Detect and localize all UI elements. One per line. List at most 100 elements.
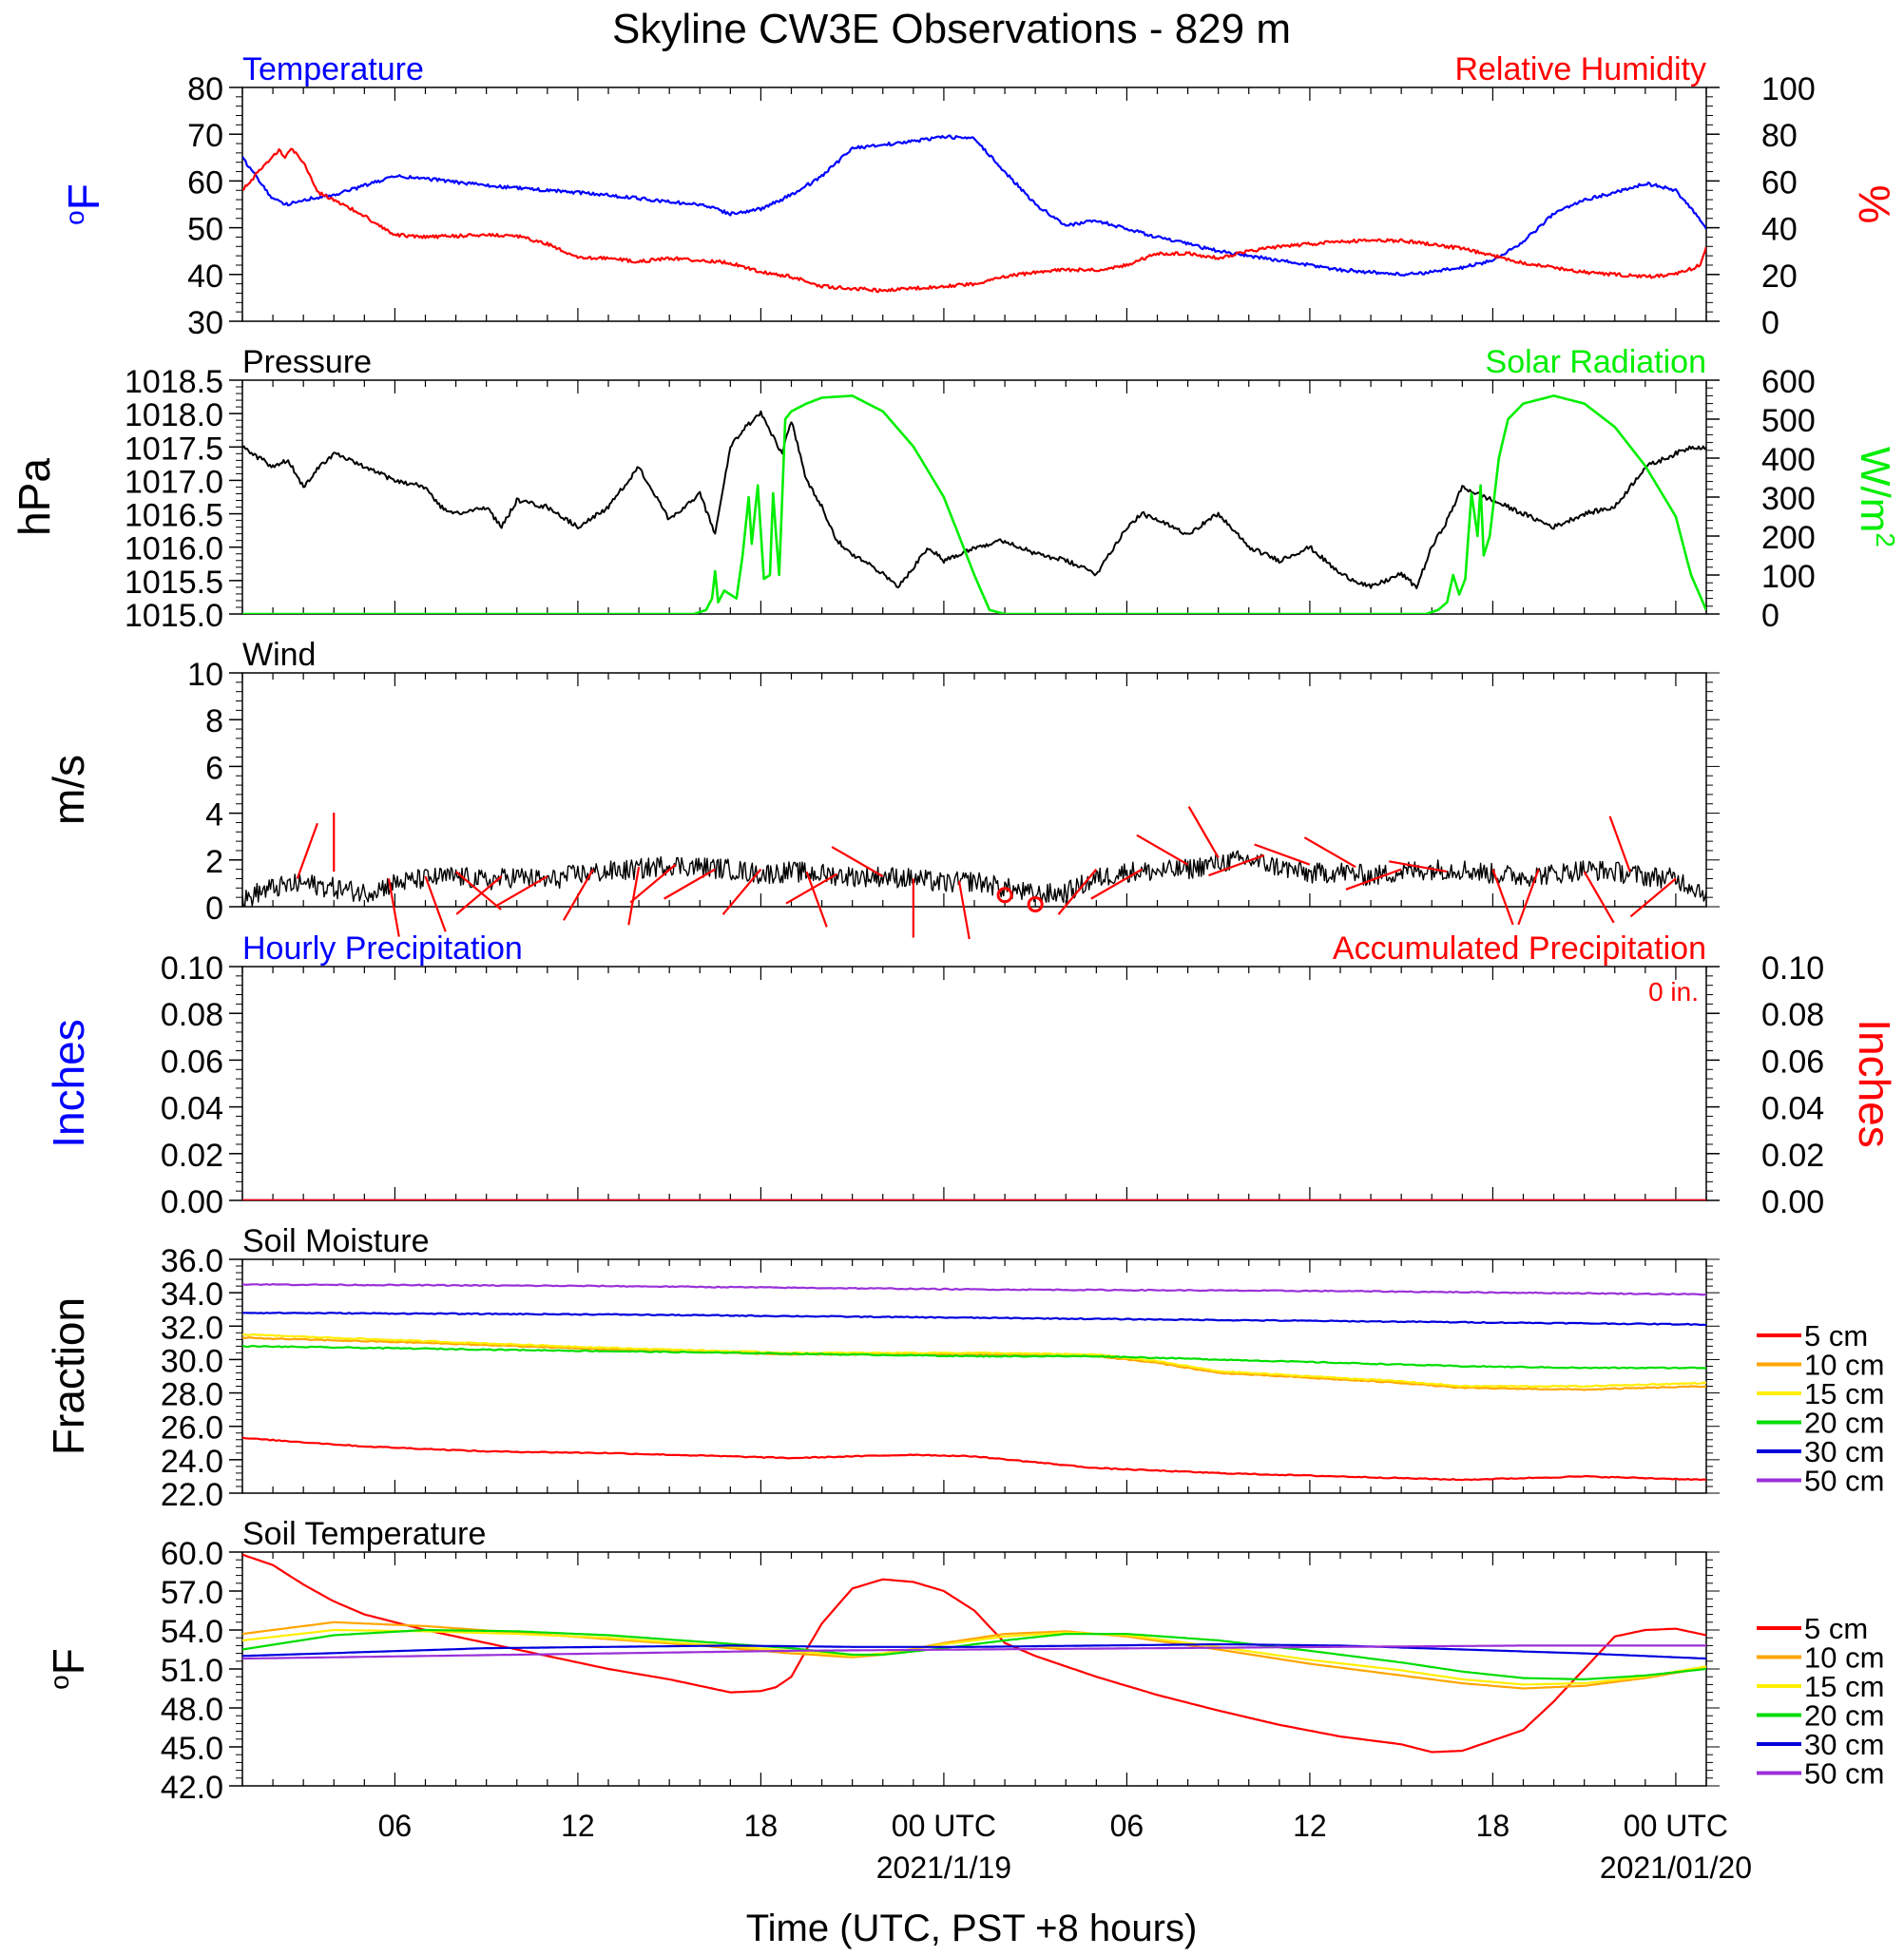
y-tick-label: 54.0 bbox=[161, 1614, 223, 1650]
legend-label-50-cm: 50 cm bbox=[1804, 1465, 1884, 1498]
y-right-tick-label: 600 bbox=[1761, 364, 1816, 400]
wind-barb bbox=[1090, 868, 1144, 900]
plot-frame bbox=[241, 966, 1707, 1201]
y-axis-label-left: Inches bbox=[44, 1019, 93, 1148]
y-tick-label: 30.0 bbox=[161, 1343, 223, 1379]
y-tick-label: 60 bbox=[187, 164, 223, 201]
series-20-cm-line bbox=[242, 1628, 1706, 1680]
x-tick-label: 12 bbox=[1293, 1809, 1327, 1843]
y-right-tick-label: 500 bbox=[1761, 403, 1816, 439]
panel-title-left: Pressure bbox=[242, 344, 372, 380]
panel-soil-moisture: 22.024.026.028.030.032.034.036.0 Soil Moi… bbox=[44, 1223, 1884, 1513]
y-tick-label: 40 bbox=[187, 259, 223, 295]
panel-title-left: Temperature bbox=[242, 51, 424, 87]
y-tick-label: 50 bbox=[187, 212, 223, 248]
series-relative-humidity-line bbox=[242, 147, 1706, 294]
y-tick-label: 6 bbox=[205, 750, 223, 786]
legend-label-10-cm: 10 cm bbox=[1804, 1349, 1884, 1382]
wind-barb bbox=[1608, 815, 1631, 873]
legend-label-5-cm: 5 cm bbox=[1804, 1319, 1868, 1352]
series-group bbox=[242, 394, 1706, 614]
x-tick-label: 18 bbox=[1476, 1809, 1510, 1843]
legend-label-20-cm: 20 cm bbox=[1804, 1699, 1884, 1733]
y-tick-label: 8 bbox=[205, 703, 223, 739]
wind-barb bbox=[1057, 868, 1098, 915]
y-tick-label: 28.0 bbox=[161, 1377, 223, 1413]
y-tick-label: 1015.0 bbox=[125, 598, 223, 634]
legend-label-30-cm: 30 cm bbox=[1804, 1435, 1884, 1468]
series-10-cm-line bbox=[242, 1336, 1706, 1391]
y-axis-label-right: Inches bbox=[1850, 1019, 1899, 1148]
y-right-tick-label: 400 bbox=[1761, 442, 1816, 478]
x-tick-label: 06 bbox=[378, 1809, 413, 1843]
y-tick-label: 10 bbox=[187, 657, 223, 693]
y-tick-label: 0.00 bbox=[161, 1184, 223, 1220]
y-right-tick-label: 20 bbox=[1761, 259, 1798, 295]
panel-title-right: Accumulated Precipitation bbox=[1333, 930, 1706, 967]
series-temperature-line bbox=[242, 134, 1706, 278]
wind-barb bbox=[1187, 806, 1220, 858]
y-tick-label: 57.0 bbox=[161, 1575, 223, 1611]
y-right-tick-label: 0.02 bbox=[1761, 1138, 1824, 1174]
wind-barb bbox=[1303, 836, 1356, 869]
series-group bbox=[242, 850, 1706, 907]
y-tick-label: 2 bbox=[205, 844, 223, 880]
series-30-cm-line bbox=[242, 1642, 1706, 1660]
x-tick-label: 00 UTC bbox=[892, 1809, 996, 1843]
panel-title-left: Wind bbox=[242, 637, 316, 673]
x-date-label: 2021/1/19 bbox=[876, 1851, 1011, 1885]
y-tick-label: 26.0 bbox=[161, 1410, 223, 1447]
y-tick-label: 1018.5 bbox=[125, 364, 223, 400]
series-5-cm-line bbox=[242, 1553, 1706, 1754]
y-tick-label: 42.0 bbox=[161, 1770, 223, 1806]
y-tick-label: 80 bbox=[187, 71, 223, 107]
wind-barb bbox=[1254, 843, 1311, 866]
time-axis: 06 12 18 00 UTC 06 12 18 00 UTC 2021/1/19 2021/01… bbox=[378, 1809, 1752, 1885]
y-tick-label: 1018.0 bbox=[125, 397, 223, 433]
y-tick-label: 24.0 bbox=[161, 1444, 223, 1480]
y-tick-label: 0.08 bbox=[161, 997, 223, 1033]
y-axis-label-right: W/m2 bbox=[1852, 447, 1900, 547]
wind-barb bbox=[1136, 834, 1189, 866]
y-axis-label-right: % bbox=[1850, 185, 1899, 224]
accumulated-precip-value: 0 in. bbox=[1648, 977, 1699, 1007]
plot-frame bbox=[241, 379, 1707, 615]
wind-barb bbox=[563, 869, 594, 921]
y-tick-label: 48.0 bbox=[161, 1692, 223, 1728]
panel-title-right: Relative Humidity bbox=[1454, 51, 1706, 87]
plot-frame bbox=[241, 86, 1707, 322]
wind-barb bbox=[957, 880, 971, 940]
wind-barb bbox=[424, 875, 447, 932]
y-tick-label: 34.0 bbox=[161, 1276, 223, 1313]
y-tick-label: 0.10 bbox=[161, 950, 223, 987]
panel-temperature: 30 40 50 60 70 80 0 20 40 60 80 100 Temperature Relat… bbox=[59, 51, 1899, 341]
wind-barb bbox=[1517, 869, 1540, 926]
y-right-tick-label: 100 bbox=[1761, 71, 1816, 107]
wind-barb bbox=[1629, 877, 1677, 918]
wind-barb bbox=[455, 875, 503, 915]
x-tick-label: 00 UTC bbox=[1624, 1809, 1728, 1843]
y-right-tick-label: 300 bbox=[1761, 481, 1816, 517]
y-right-tick-label: 0.06 bbox=[1761, 1044, 1824, 1080]
y-right-tick-label: 60 bbox=[1761, 164, 1798, 201]
figure-title: Skyline CW3E Observations - 829 m bbox=[612, 6, 1291, 52]
wind-barb bbox=[805, 871, 828, 928]
panel-soil-temperature: 42.045.048.051.054.057.060.0 Soil Tempera… bbox=[44, 1516, 1884, 1806]
panel-title-left: Soil Moisture bbox=[242, 1223, 430, 1259]
x-date-label: 2021/01/20 bbox=[1600, 1851, 1752, 1885]
x-tick-label: 18 bbox=[744, 1809, 779, 1843]
y-tick-label: 1017.0 bbox=[125, 464, 223, 500]
x-tick-label: 12 bbox=[561, 1809, 595, 1843]
wind-barb bbox=[1389, 860, 1448, 873]
legend-label-10-cm: 10 cm bbox=[1804, 1641, 1884, 1675]
legend-label-20-cm: 20 cm bbox=[1804, 1407, 1884, 1440]
y-tick-label: 70 bbox=[187, 118, 223, 154]
y-right-tick-label: 0.00 bbox=[1761, 1184, 1824, 1220]
series-15-cm-line bbox=[242, 1628, 1706, 1686]
y-tick-label: 0 bbox=[205, 891, 223, 927]
series-50-cm-line bbox=[242, 1644, 1706, 1660]
series-50-cm-line bbox=[242, 1283, 1706, 1296]
wind-barb bbox=[454, 871, 502, 911]
y-axis-label-left: m/s bbox=[44, 755, 93, 825]
